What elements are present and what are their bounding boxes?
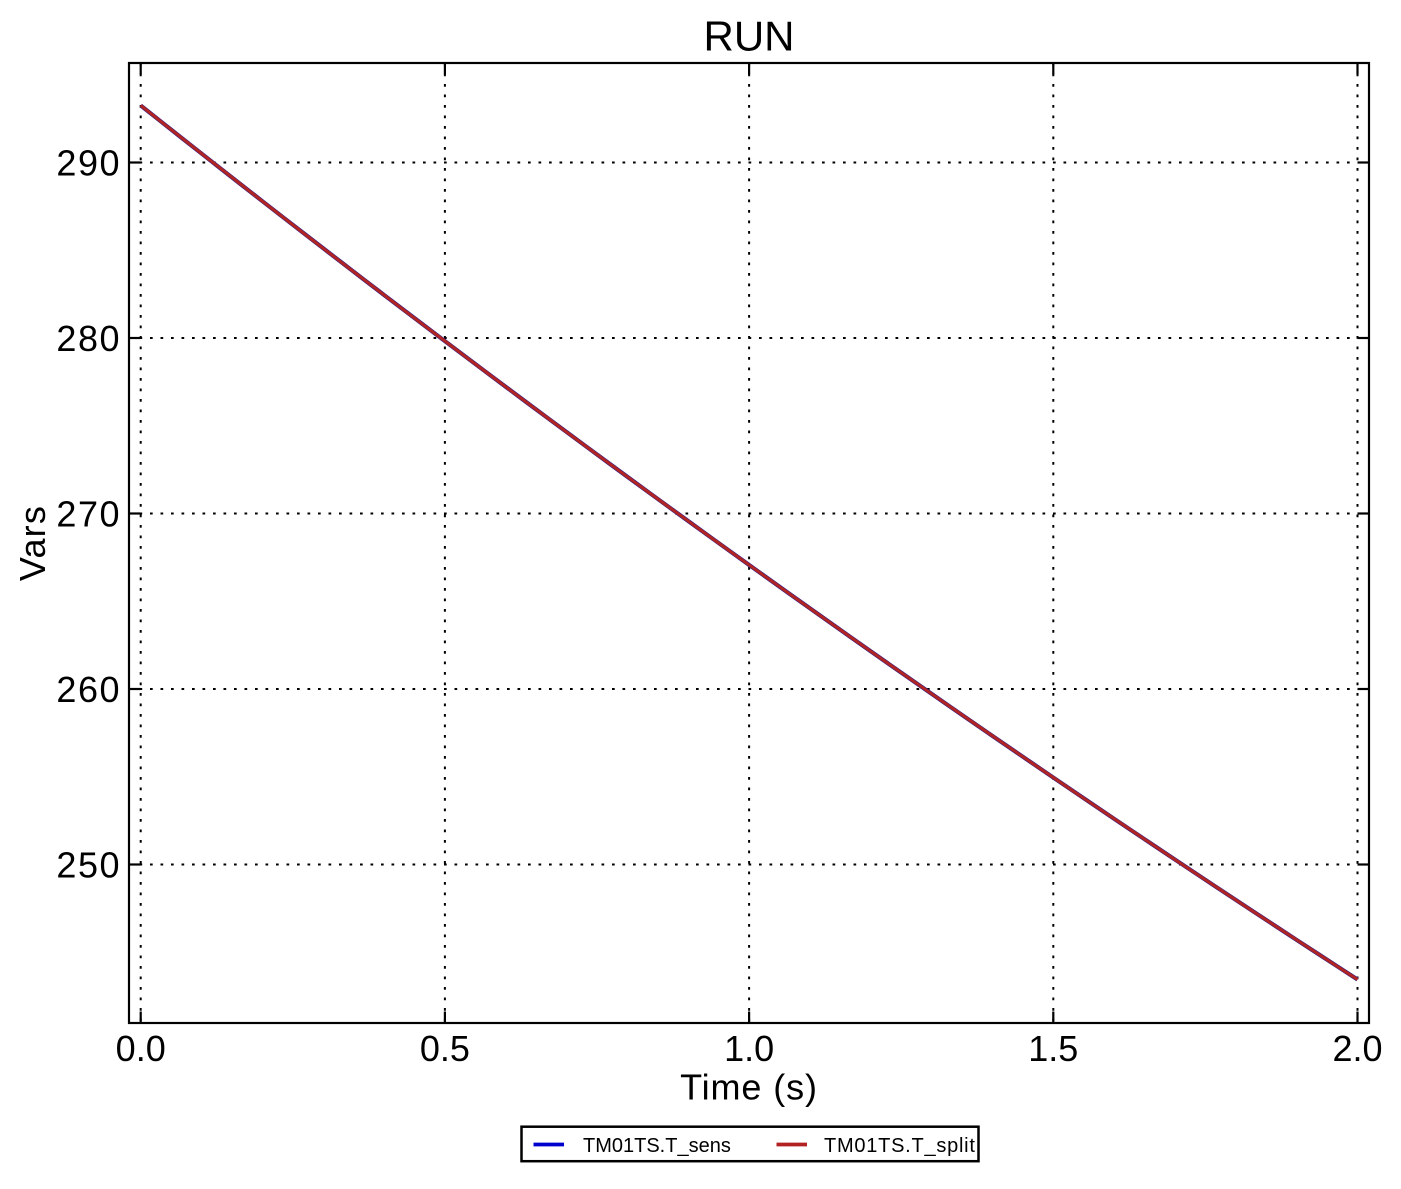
svg-text:290: 290 — [56, 142, 121, 183]
svg-text:Time (s): Time (s) — [680, 1066, 818, 1107]
svg-text:TM01TS.T_sens: TM01TS.T_sens — [583, 1135, 731, 1157]
svg-text:RUN: RUN — [704, 13, 795, 60]
svg-text:1.0: 1.0 — [724, 1028, 774, 1069]
svg-text:2.0: 2.0 — [1332, 1028, 1382, 1069]
svg-text:260: 260 — [56, 669, 121, 710]
svg-text:250: 250 — [56, 844, 121, 885]
svg-text:1.5: 1.5 — [1028, 1028, 1078, 1069]
svg-text:280: 280 — [56, 318, 121, 359]
svg-text:0.5: 0.5 — [420, 1028, 470, 1069]
svg-text:Vars: Vars — [12, 505, 53, 581]
svg-text:270: 270 — [56, 493, 121, 534]
svg-text:TM01TS.T_split: TM01TS.T_split — [824, 1135, 976, 1157]
svg-text:0.0: 0.0 — [116, 1028, 166, 1069]
